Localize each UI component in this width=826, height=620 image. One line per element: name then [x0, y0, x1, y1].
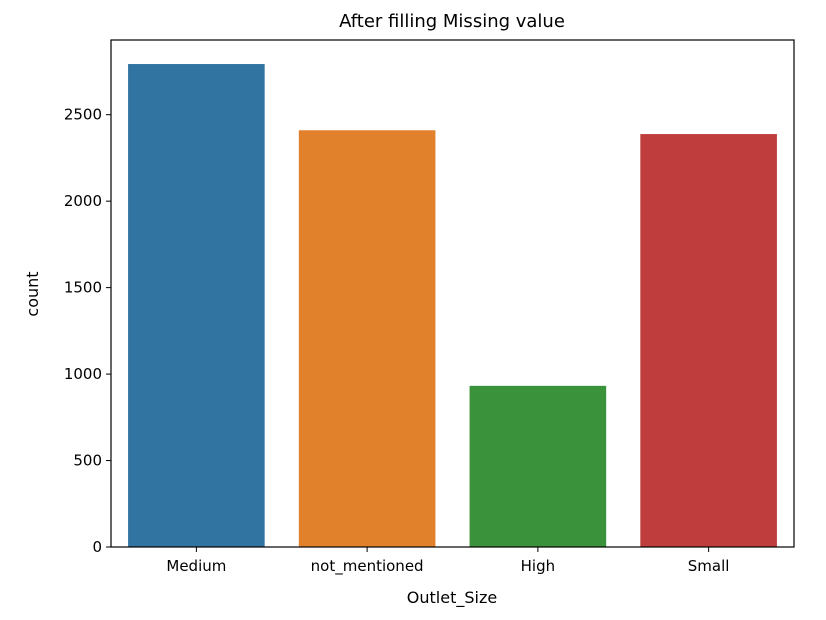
- x-tick-label: Small: [688, 557, 730, 575]
- y-tick-label: 0: [92, 538, 102, 556]
- bars-group: [128, 64, 777, 547]
- x-axis-label: Outlet_Size: [407, 588, 497, 608]
- y-tick-label: 2500: [64, 106, 102, 124]
- y-tick-label: 2000: [64, 192, 102, 210]
- y-tick-label: 1500: [64, 279, 102, 297]
- bar-small: [640, 134, 777, 547]
- y-tick-label: 1000: [64, 365, 102, 383]
- x-tick-label: High: [521, 557, 555, 575]
- chart-title: After filling Missing value: [339, 11, 565, 32]
- x-tick-label: Medium: [166, 557, 226, 575]
- x-axis-ticks: Medium not_mentioned High Small: [166, 547, 729, 576]
- x-tick-label: not_mentioned: [311, 557, 424, 576]
- bar-medium: [128, 64, 265, 547]
- bar-not-mentioned: [298, 130, 436, 547]
- y-axis-label: count: [23, 271, 42, 316]
- y-tick-label: 500: [73, 452, 102, 470]
- y-axis-ticks: 0 500 1000 1500 2000 2500: [64, 106, 111, 556]
- plot-frame: [110, 39, 795, 548]
- bar-high: [469, 385, 607, 547]
